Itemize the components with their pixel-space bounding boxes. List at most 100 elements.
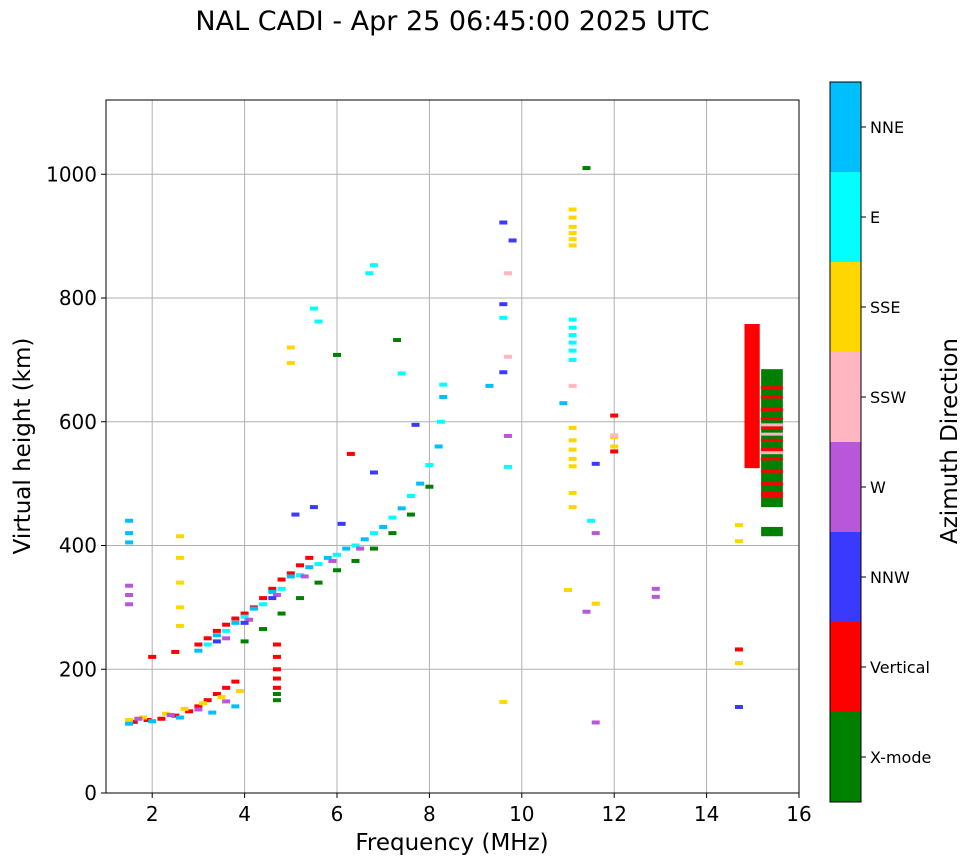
echo-point: [568, 237, 577, 242]
echo-point: [503, 433, 512, 438]
echo-point: [508, 238, 517, 243]
echo-point: [125, 518, 134, 523]
echo-point: [296, 573, 305, 578]
echo-stripe: [761, 423, 783, 427]
echo-block: [761, 369, 783, 508]
echo-point: [333, 352, 341, 357]
echo-point: [125, 721, 134, 726]
echo-point: [222, 685, 231, 690]
colorbar-segment: [830, 532, 861, 622]
echo-point: [369, 470, 378, 475]
echo-point: [568, 456, 577, 461]
plot-frame: [105, 99, 800, 794]
colorbar-segment: [830, 712, 861, 802]
colorbar-segment: [830, 622, 861, 712]
echo-point: [175, 623, 184, 628]
echo-point: [333, 568, 341, 573]
colorbar-segment: [830, 172, 861, 262]
echo-point: [499, 700, 508, 705]
y-tick-label: 1000: [46, 162, 97, 186]
echo-point: [125, 593, 134, 597]
echo-point: [651, 586, 660, 591]
echo-point: [425, 463, 434, 468]
echo-point: [305, 555, 314, 560]
echo-point: [379, 524, 388, 529]
echo-point: [277, 586, 286, 591]
echo-point: [157, 716, 166, 721]
echo-point: [568, 317, 577, 322]
echo-point: [499, 220, 508, 225]
echo-point: [582, 166, 591, 171]
echo-point: [259, 602, 268, 607]
echo-point: [272, 642, 281, 647]
echo-point: [222, 628, 231, 633]
y-axis-label: Virtual height (km): [10, 338, 36, 555]
echo-point: [734, 523, 743, 528]
echo-point: [568, 231, 577, 236]
echo-point: [125, 540, 134, 545]
echo-point: [499, 315, 508, 320]
echo-point: [388, 531, 397, 536]
colorbar-label: NNE: [870, 118, 904, 137]
colorbar-label: SSE: [870, 298, 900, 317]
echo-point: [212, 628, 221, 633]
echo-point: [240, 611, 249, 616]
echo-point: [333, 552, 341, 557]
echo-point: [240, 639, 249, 644]
echo-point: [194, 704, 203, 709]
echo-point: [369, 546, 378, 551]
echo-point: [143, 717, 152, 722]
echo-point: [591, 531, 600, 536]
echo-point: [272, 667, 281, 672]
echo-point: [277, 611, 286, 616]
echo-stripe: [761, 491, 783, 495]
echo-point: [138, 715, 147, 720]
echo-point: [568, 333, 577, 338]
echo-point: [434, 444, 443, 449]
echo-stripe: [761, 438, 783, 442]
colorbar-title: Azimuth Direction: [937, 338, 963, 544]
echo-point: [175, 715, 184, 720]
echo-point: [734, 661, 743, 666]
echo-point: [194, 648, 203, 653]
echo-point: [651, 594, 660, 599]
echo-point: [231, 679, 240, 684]
echo-point: [291, 512, 300, 517]
colorbar-segment: [830, 82, 861, 172]
echo-point: [203, 642, 212, 647]
echo-stripe: [761, 386, 783, 390]
echo-point: [734, 539, 743, 544]
echo-point: [388, 515, 397, 520]
echo-point: [591, 720, 600, 725]
echo-point: [134, 716, 143, 721]
echo-point: [365, 271, 374, 276]
y-tick-label: 800: [59, 286, 97, 310]
echo-point: [286, 571, 295, 576]
colorbar-label: NNW: [870, 568, 910, 587]
echo-point: [259, 596, 268, 601]
x-tick-label: 16: [786, 802, 811, 826]
colorbar-segment: [830, 352, 861, 442]
echo-point: [568, 425, 577, 430]
echo-point: [610, 413, 619, 418]
echo-stripe: [761, 448, 783, 452]
echo-point: [129, 719, 138, 724]
echo-point: [734, 704, 743, 709]
echo-point: [162, 711, 171, 716]
echo-point: [175, 555, 184, 560]
echo-point: [568, 464, 577, 469]
colorbar-segment: [830, 262, 861, 352]
echo-point: [314, 562, 323, 567]
echo-point: [356, 546, 365, 551]
echo-point: [568, 340, 577, 345]
echo-point: [272, 685, 281, 690]
echo-point: [222, 636, 231, 641]
echo-point: [180, 706, 189, 711]
echo-point: [199, 701, 208, 706]
echo-point: [231, 704, 240, 709]
echo-point: [610, 433, 619, 438]
echo-point: [231, 616, 240, 621]
echo-stripe: [761, 494, 783, 498]
echo-point: [272, 593, 281, 597]
